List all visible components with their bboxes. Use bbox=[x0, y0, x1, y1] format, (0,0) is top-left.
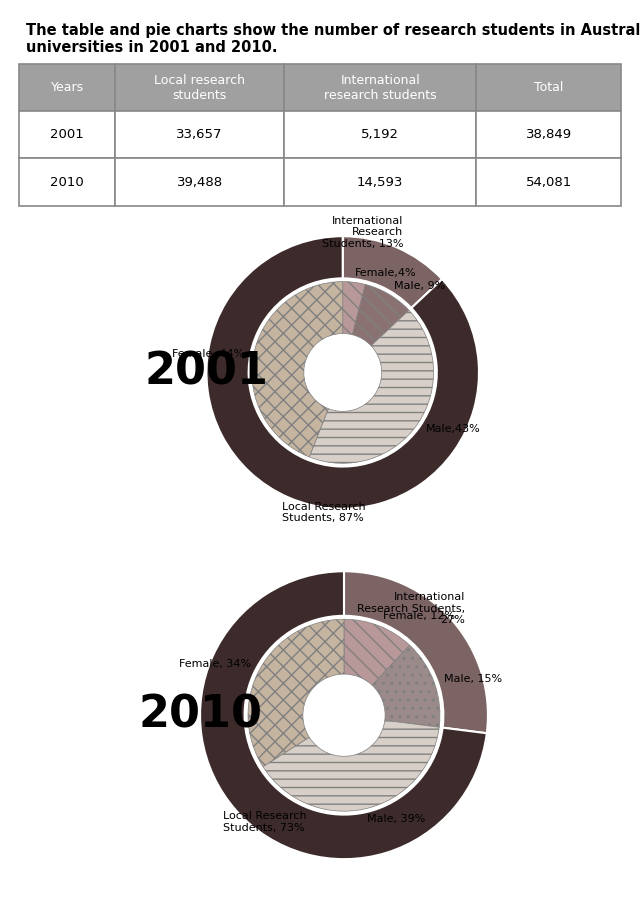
Text: Local Research
Students, 73%: Local Research Students, 73% bbox=[223, 811, 307, 833]
Wedge shape bbox=[200, 571, 487, 859]
Wedge shape bbox=[263, 720, 439, 811]
Bar bbox=[19, 64, 115, 112]
Bar bbox=[19, 112, 115, 158]
Wedge shape bbox=[309, 310, 433, 463]
Wedge shape bbox=[248, 619, 344, 767]
Wedge shape bbox=[342, 282, 365, 335]
Text: Male, 9%: Male, 9% bbox=[394, 281, 445, 291]
Text: Local Research
Students, 87%: Local Research Students, 87% bbox=[282, 502, 366, 523]
Wedge shape bbox=[372, 645, 440, 728]
Text: 38,849: 38,849 bbox=[525, 128, 572, 142]
Bar bbox=[476, 112, 621, 158]
Text: Female,4%: Female,4% bbox=[355, 268, 417, 278]
Wedge shape bbox=[342, 236, 442, 308]
Text: Female, 12%: Female, 12% bbox=[383, 611, 455, 622]
Wedge shape bbox=[252, 282, 342, 457]
Text: Male, 15%: Male, 15% bbox=[444, 675, 502, 685]
Text: 2001: 2001 bbox=[145, 351, 268, 394]
Text: Local research
students: Local research students bbox=[154, 74, 245, 101]
Bar bbox=[19, 158, 115, 206]
Text: 5,192: 5,192 bbox=[361, 128, 399, 142]
Text: International
Research Students,
27%: International Research Students, 27% bbox=[356, 592, 465, 625]
Text: International
Research
Students, 13%: International Research Students, 13% bbox=[322, 216, 403, 250]
Text: Female, 44%: Female, 44% bbox=[172, 348, 244, 358]
Bar bbox=[115, 158, 284, 206]
Bar bbox=[115, 112, 284, 158]
Wedge shape bbox=[344, 571, 488, 733]
Text: 33,657: 33,657 bbox=[177, 128, 223, 142]
Bar bbox=[284, 64, 476, 112]
Text: Female, 34%: Female, 34% bbox=[179, 659, 251, 669]
Bar bbox=[284, 158, 476, 206]
Text: 2001: 2001 bbox=[51, 128, 84, 142]
Text: 39,488: 39,488 bbox=[177, 175, 223, 188]
Wedge shape bbox=[344, 620, 410, 686]
Text: The table and pie charts show the number of research students in Australian
univ: The table and pie charts show the number… bbox=[26, 23, 640, 55]
Wedge shape bbox=[353, 284, 409, 345]
Text: 54,081: 54,081 bbox=[525, 175, 572, 188]
Text: Male,43%: Male,43% bbox=[426, 424, 481, 434]
Text: 14,593: 14,593 bbox=[357, 175, 403, 188]
Wedge shape bbox=[207, 236, 479, 509]
Text: Years: Years bbox=[51, 81, 84, 94]
Bar bbox=[476, 158, 621, 206]
Bar bbox=[284, 112, 476, 158]
Text: Total: Total bbox=[534, 81, 563, 94]
Bar bbox=[115, 64, 284, 112]
Bar bbox=[476, 64, 621, 112]
Text: International
research students: International research students bbox=[324, 74, 436, 101]
Text: Male, 39%: Male, 39% bbox=[367, 813, 426, 824]
Text: 2010: 2010 bbox=[51, 175, 84, 188]
Text: 2010: 2010 bbox=[138, 694, 262, 737]
